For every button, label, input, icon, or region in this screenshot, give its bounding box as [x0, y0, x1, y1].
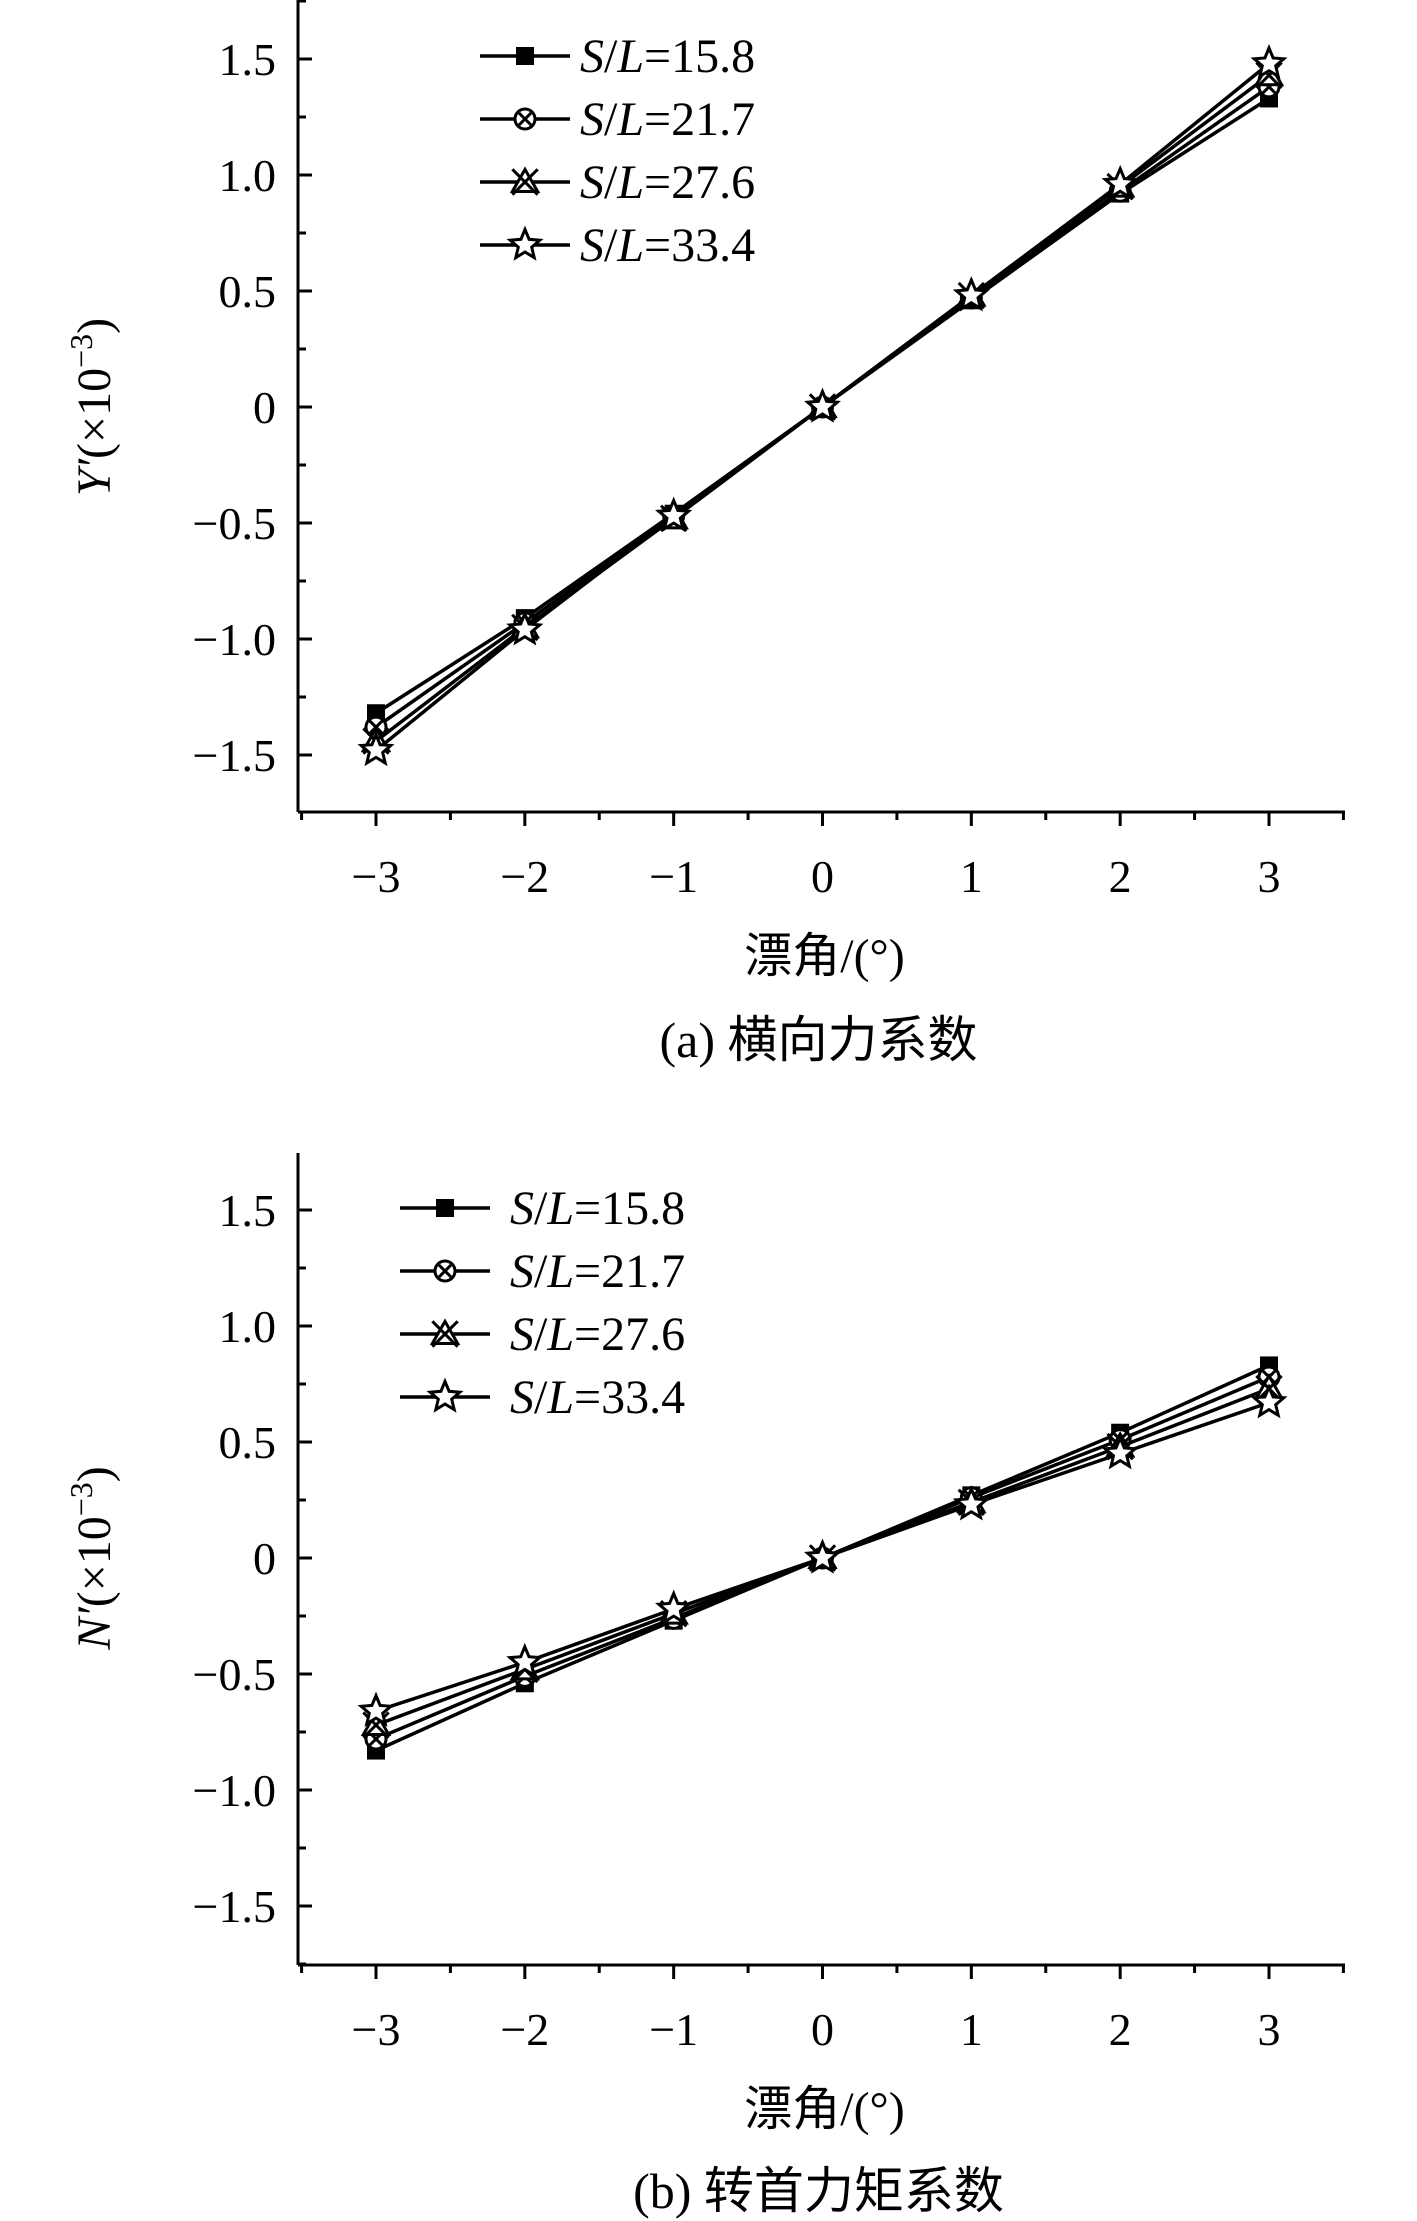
- y-tick-label: −0.5: [193, 1649, 276, 1700]
- x-tick-label: −1: [649, 2004, 698, 2055]
- x-axis-title: 漂角/(°): [744, 930, 905, 983]
- legend-label: S/L=15.8: [510, 1182, 685, 1235]
- x-tick-label: 0: [811, 2004, 834, 2055]
- figure-caption: (b) 转首力矩系数: [633, 2163, 1004, 2219]
- x-tick-label: 2: [1109, 851, 1132, 902]
- data-point: [506, 610, 544, 646]
- legend-label: S/L=15.8: [580, 30, 755, 83]
- series-4: [357, 1383, 1288, 1727]
- y-tick-label: 0: [253, 382, 276, 433]
- legend-marker: [516, 47, 534, 65]
- legend-label: S/L=27.6: [510, 1308, 685, 1361]
- y-axis-title: N′(×10−3): [63, 1466, 121, 1651]
- y-tick-label: 1.5: [219, 34, 277, 85]
- data-point: [952, 276, 990, 312]
- legend-label: S/L=33.4: [510, 1371, 685, 1424]
- x-tick-label: −2: [500, 2004, 549, 2055]
- x-tick-label: 1: [960, 851, 983, 902]
- x-tick-label: −3: [352, 851, 401, 902]
- data-point: [952, 1485, 990, 1521]
- data-point: [1250, 1383, 1288, 1419]
- y-tick-label: 1.0: [219, 150, 277, 201]
- data-point: [655, 496, 693, 532]
- legend-marker: [513, 107, 537, 131]
- x-tick-label: 3: [1258, 851, 1281, 902]
- chart-panel-1: −1.5 −1.0 −0.5 0 0.5 1.0 1.5 −3 −2 −1 0 1 2 3 S/L=15.8…: [63, 0, 1345, 1068]
- y-tick-label: −0.5: [193, 498, 276, 549]
- legend: S/L=15.8 S/L=21.7 S/L=27.6 S/L=33.4: [400, 1182, 685, 1424]
- x-tick-label: −1: [649, 851, 698, 902]
- data-point: [655, 1589, 693, 1625]
- y-tick-label: 1.0: [219, 1301, 277, 1352]
- data-point: [506, 1642, 544, 1679]
- figure-caption: (a) 横向力系数: [660, 1012, 978, 1068]
- legend-marker: [433, 1259, 457, 1283]
- y-tick-label: −1.0: [193, 1765, 276, 1816]
- legend-label: S/L=21.7: [510, 1245, 685, 1298]
- y-tick-label: 0.5: [219, 1417, 277, 1468]
- chart-panel-2: −1.5 −1.0 −0.5 0 0.5 1.0 1.5 −3 −2 −1 0 1 2 3 S/L=15.8…: [63, 1153, 1345, 2219]
- legend: S/L=15.8 S/L=21.7 S/L=27.6 S/L=33.4: [480, 30, 755, 272]
- x-tick-label: 2: [1109, 2004, 1132, 2055]
- y-tick-label: −1.0: [193, 614, 276, 665]
- legend-marker: [436, 1199, 454, 1217]
- x-tick-label: −3: [352, 2004, 401, 2055]
- data-point: [804, 387, 841, 423]
- legend-label: S/L=21.7: [580, 93, 755, 146]
- legend-label: S/L=27.6: [580, 156, 755, 209]
- y-axis-title: Y′(×10−3): [63, 318, 121, 496]
- y-tick-label: 1.5: [219, 1185, 277, 1236]
- legend-label: S/L=33.4: [580, 219, 755, 272]
- legend-marker: [426, 1377, 464, 1413]
- y-tick-label: −1.5: [193, 1881, 276, 1932]
- data-point: [804, 1538, 841, 1574]
- series-4: [357, 44, 1288, 767]
- x-tick-label: 0: [811, 851, 834, 902]
- x-tick-label: −2: [500, 851, 549, 902]
- legend-marker: [429, 1318, 461, 1348]
- data-point: [357, 730, 395, 767]
- x-tick-label: 1: [960, 2004, 983, 2055]
- data-point: [357, 1691, 395, 1727]
- x-tick-label: 3: [1258, 2004, 1281, 2055]
- data-point: [1101, 1434, 1139, 1470]
- y-tick-label: −1.5: [193, 730, 276, 781]
- x-axis-title: 漂角/(°): [744, 2083, 905, 2136]
- data-point: [1101, 164, 1139, 201]
- data-point: [1250, 44, 1288, 80]
- legend-marker: [506, 225, 544, 261]
- legend-marker: [509, 166, 541, 196]
- y-tick-label: 0: [253, 1533, 276, 1584]
- y-tick-label: 0.5: [219, 266, 277, 317]
